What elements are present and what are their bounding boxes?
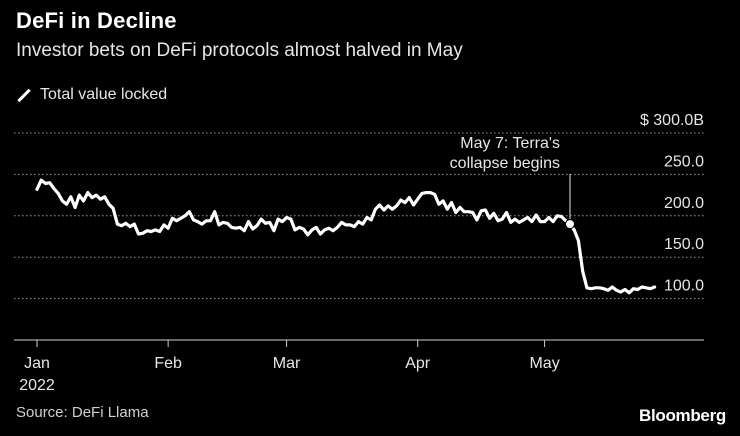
x-tick-label: Jan bbox=[24, 355, 50, 372]
x-tick-label: Mar bbox=[273, 355, 301, 372]
y-tick-label: $ 300.0B bbox=[640, 112, 704, 129]
source-note: Source: DeFi Llama bbox=[16, 404, 149, 421]
x-tick-sublabel: 2022 bbox=[19, 377, 55, 394]
chart-subtitle: Investor bets on DeFi protocols almost h… bbox=[16, 40, 463, 61]
series-line-total-value-locked bbox=[35, 178, 657, 295]
y-tick-label: 150.0 bbox=[664, 236, 704, 253]
x-tick-label: Apr bbox=[405, 355, 431, 372]
x-tick-label: May bbox=[529, 355, 559, 372]
legend: Total value locked bbox=[16, 86, 167, 104]
legend-label: Total value locked bbox=[40, 86, 168, 103]
bloomberg-logo: Bloomberg bbox=[638, 406, 726, 425]
y-tick-label: 200.0 bbox=[664, 195, 704, 212]
x-tick-label: Feb bbox=[154, 355, 182, 372]
chart-title: DeFi in Decline bbox=[16, 8, 177, 33]
annotation-text: May 7: Terra's bbox=[460, 135, 560, 152]
y-tick-label: 250.0 bbox=[664, 153, 704, 170]
y-tick-label: 100.0 bbox=[664, 278, 704, 295]
annotation-marker bbox=[564, 219, 575, 230]
annotation-text: collapse begins bbox=[450, 155, 560, 172]
